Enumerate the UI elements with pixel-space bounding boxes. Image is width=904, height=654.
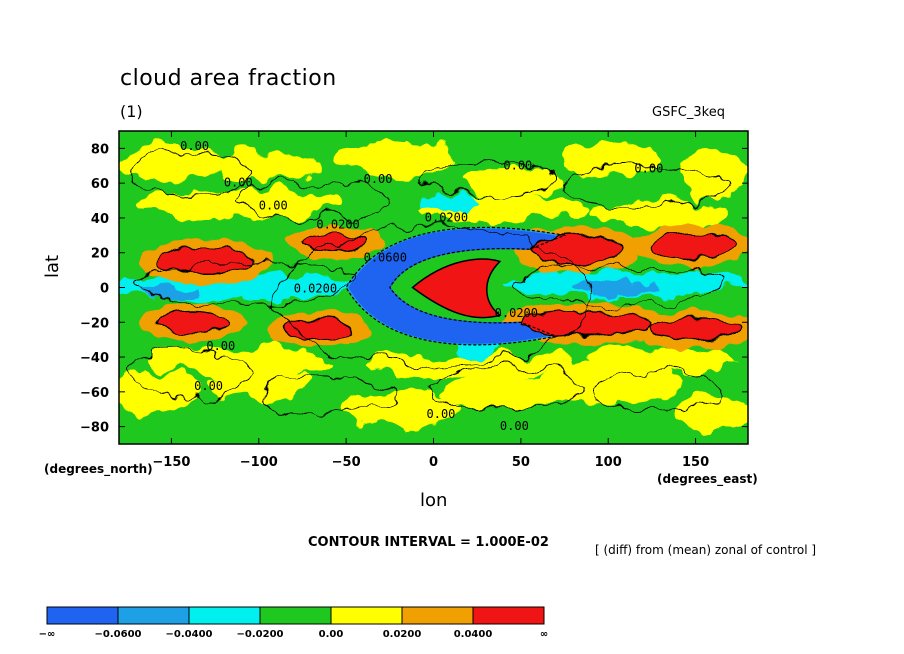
y-tick-label: 20 (91, 247, 109, 262)
x-tick-label: −50 (332, 455, 361, 470)
blob-core (520, 311, 655, 337)
contour-label: 0.00 (206, 339, 235, 353)
y-tick-label: −80 (80, 421, 109, 436)
blob-core (528, 234, 625, 264)
contour-label: 0.0600 (364, 250, 407, 264)
crescent-fill (348, 228, 561, 344)
contour-label: 0.00 (259, 198, 288, 212)
x-axis-unit: (degrees_east) (657, 472, 758, 486)
contour-label: 0.0200 (316, 217, 359, 231)
contour-line (275, 226, 592, 367)
y-tick-label: −60 (80, 386, 109, 401)
colorbar-swatch (330, 606, 403, 625)
contour-label: 0.00 (634, 162, 663, 176)
field-patch (145, 346, 338, 375)
contour-labels: 0.00 0.00 0.00 0.0200 0.00 0.0200 0.00 0.00 0.06… (180, 139, 663, 433)
field-patch (215, 150, 320, 182)
contour-dashed (345, 226, 567, 346)
x-tick-label: 0 (429, 455, 438, 470)
contour-line (511, 267, 723, 304)
field-patch (363, 353, 574, 378)
field-patch (442, 374, 565, 410)
x-axis-label: lon (420, 490, 448, 511)
y-tick-label: −40 (80, 351, 109, 366)
contour-line (127, 349, 251, 400)
colorbar-label: −0.0600 (95, 629, 142, 640)
contour-label: 0.0200 (425, 210, 468, 224)
y-axis-unit: (degrees_north) (44, 462, 153, 476)
field-patch (337, 141, 460, 177)
y-tick-label: 0 (100, 282, 109, 297)
contour-label: 0.00 (500, 419, 529, 433)
colorbar-label: −0.0400 (166, 629, 213, 640)
contour-line (415, 161, 557, 198)
colorbar-swatch (401, 606, 474, 625)
contour-label: 0.0200 (495, 306, 538, 320)
colorbar-label: −0.0200 (237, 629, 284, 640)
y-tick-label: 60 (91, 177, 109, 192)
axes: −150 −100 −50 0 50 100 150 80 60 40 20 0 −20 −40 −60 −8… (80, 131, 748, 470)
contour-line (258, 377, 400, 414)
chart-title: cloud area fraction (120, 66, 337, 91)
y-tick-label: 80 (91, 142, 109, 157)
contour-line (127, 153, 251, 196)
x-tick-label: −150 (152, 455, 190, 470)
contour-interval: CONTOUR INTERVAL = 1.000E-02 (308, 535, 549, 550)
colorbar-label: ∞ (540, 629, 548, 640)
blob-core (156, 311, 228, 334)
blob-core (649, 232, 735, 259)
y-tick-label: 40 (91, 212, 109, 227)
field-patch (582, 346, 740, 375)
contour-line (424, 366, 583, 410)
colorbar: −∞ −0.0600 −0.0400 −0.0200 0.00 0.0200 0.0400 ∞ (39, 606, 548, 640)
x-tick-label: 50 (512, 455, 530, 470)
field-patch (136, 190, 347, 218)
blob-cores (156, 232, 740, 341)
blob-core (156, 246, 256, 276)
model-name: GSFC_3keq (652, 105, 725, 120)
contour-line (232, 182, 391, 219)
field-patch (590, 200, 731, 229)
diff-note: [ (diff) from (mean) zonal of control ] (595, 543, 817, 557)
x-tick-label: −100 (240, 455, 278, 470)
contour-label: 0.0200 (294, 282, 337, 296)
colorbar-label: 0.0400 (454, 629, 493, 640)
colorbar-swatch (46, 606, 119, 625)
field-patch (119, 370, 198, 413)
field-patch (678, 150, 748, 199)
field-patch (555, 141, 661, 177)
field-patch (674, 395, 748, 431)
chart-subtitle: (1) (120, 102, 143, 121)
crescent-core (411, 258, 502, 319)
contour-label: 0.00 (427, 407, 456, 421)
x-tick-label: 100 (595, 455, 622, 470)
colorbar-label: 0.0200 (383, 629, 422, 640)
field-patch (419, 197, 483, 211)
contour-label: 0.00 (364, 172, 393, 186)
contour-line (135, 262, 347, 306)
colorbar-swatch (188, 606, 261, 625)
colorbar-label: 0.00 (319, 629, 344, 640)
contour-label: 0.00 (503, 158, 532, 172)
field-fills (119, 141, 748, 431)
x-tick-label: 150 (682, 455, 709, 470)
field-patch (139, 284, 203, 298)
colorbar-swatch (117, 606, 190, 625)
contour-line (564, 165, 723, 209)
plot-area: 0.00 0.00 0.00 0.0200 0.00 0.0200 0.00 0.00 0.06… (119, 131, 748, 444)
y-tick-label: −20 (80, 316, 109, 331)
contour-label: 0.00 (194, 379, 223, 393)
colorbar-label: −∞ (39, 629, 56, 640)
contour-line (590, 370, 732, 414)
colorbar-swatch (472, 606, 545, 625)
blob-core (651, 318, 740, 341)
field-patch (573, 282, 661, 293)
contour-label: 0.00 (224, 176, 253, 190)
contour-label: 0.00 (180, 139, 209, 153)
field-patch (337, 391, 460, 427)
contour-lines (127, 153, 732, 414)
colorbar-swatch (259, 606, 332, 625)
